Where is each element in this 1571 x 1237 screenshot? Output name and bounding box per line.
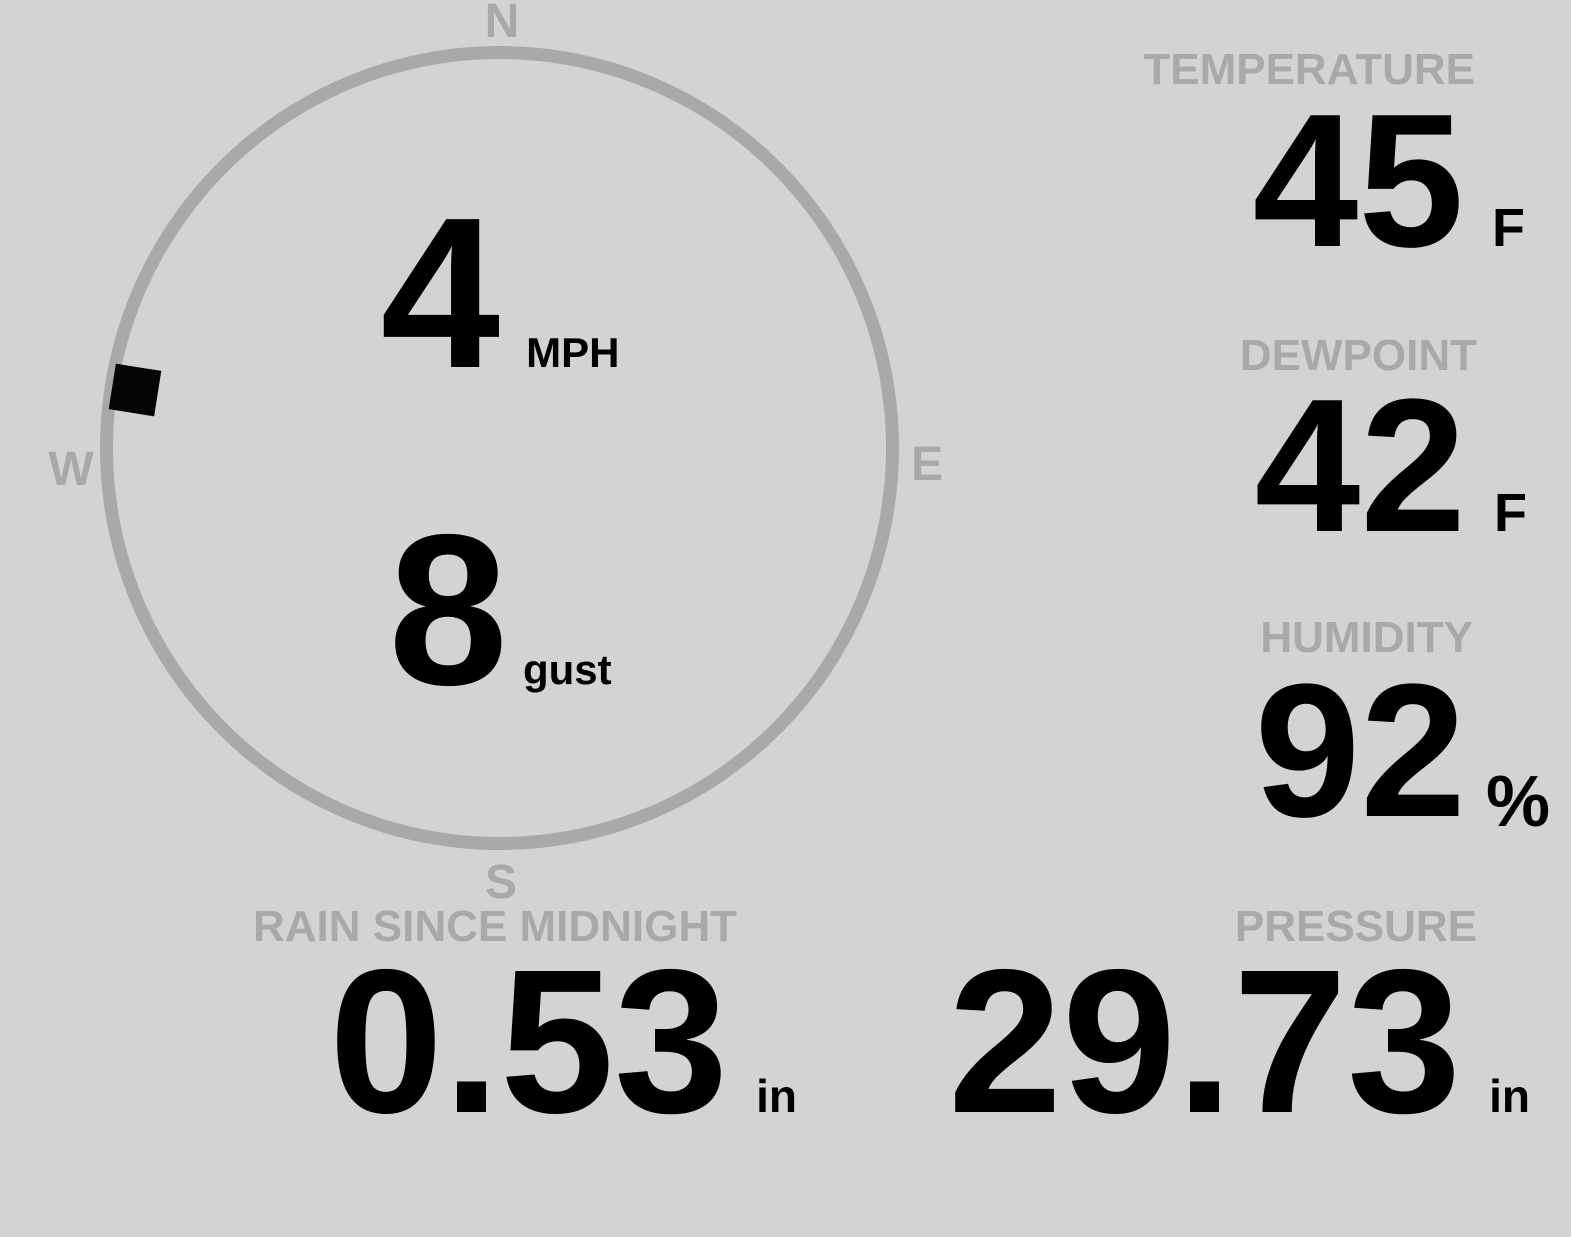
dewpoint-unit: F <box>1494 483 1527 543</box>
pressure-label: PRESSURE <box>1234 902 1477 951</box>
humidity-value-row: 92 % <box>1255 656 1550 846</box>
dewpoint-block: DEWPOINT 42 F <box>1239 331 1527 562</box>
pressure-value-row: 29.73 in <box>948 939 1530 1144</box>
wind-gust-unit: gust <box>522 646 612 693</box>
wind-gust-row: 8 gust <box>100 502 900 717</box>
compass-south-label: S <box>484 856 517 909</box>
temperature-label: TEMPERATURE <box>1143 45 1475 94</box>
humidity-block: HUMIDITY 92 % <box>1255 613 1550 847</box>
rain-unit: in <box>756 1070 797 1122</box>
humidity-unit: % <box>1485 762 1550 842</box>
wind-gust-value: 8 <box>388 489 508 730</box>
humidity-value: 92 <box>1254 645 1466 857</box>
rain-since-midnight-block: RAIN SINCE MIDNIGHT 0.53 in <box>253 902 797 1145</box>
temperature-block: TEMPERATURE 45 F <box>1143 45 1525 277</box>
rain-since-midnight-label: RAIN SINCE MIDNIGHT <box>253 902 737 951</box>
dewpoint-value-row: 42 F <box>1240 371 1527 561</box>
temperature-unit: F <box>1492 198 1525 258</box>
dewpoint-label: DEWPOINT <box>1239 331 1477 380</box>
compass-west-label: W <box>48 443 94 496</box>
humidity-label: HUMIDITY <box>1260 613 1473 662</box>
compass-north-label: N <box>484 0 520 48</box>
compass-east-label: E <box>910 438 943 491</box>
dewpoint-value: 42 <box>1254 360 1466 572</box>
pressure-unit: in <box>1489 1070 1530 1122</box>
pressure-block: PRESSURE 29.73 in <box>948 902 1530 1145</box>
rain-value: 0.53 <box>329 927 729 1156</box>
wind-speed-value: 4 <box>380 172 501 413</box>
temperature-value: 45 <box>1252 75 1464 287</box>
temperature-value-row: 45 F <box>1143 86 1525 276</box>
pressure-value: 29.73 <box>948 927 1462 1156</box>
rain-value-row: 0.53 in <box>253 939 797 1144</box>
wind-speed-row: 4 MPH <box>100 185 900 400</box>
wind-speed-unit: MPH <box>526 329 620 376</box>
